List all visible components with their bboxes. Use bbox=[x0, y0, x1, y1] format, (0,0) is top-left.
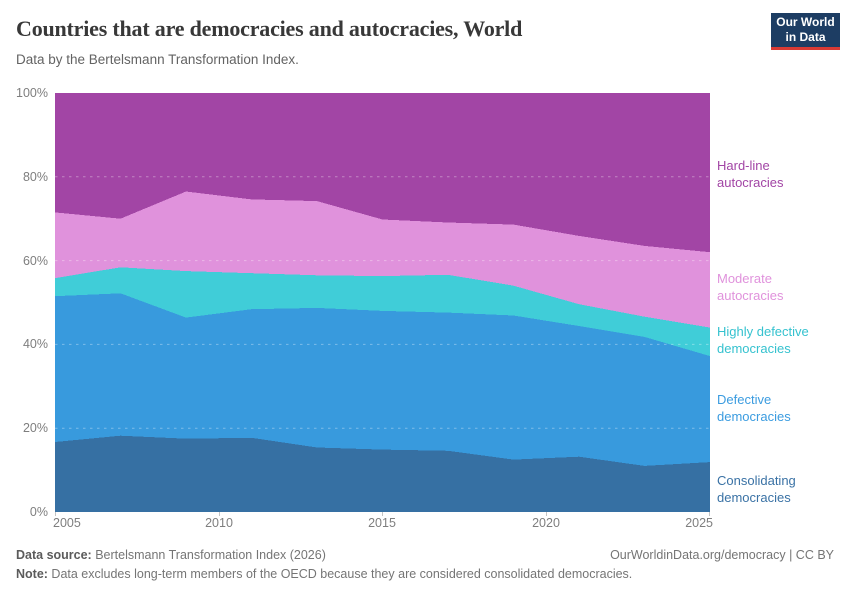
legend-item-hard-line-autocracies[interactable]: Hard-line autocracies bbox=[717, 158, 784, 190]
legend-item-highly-defective-democracies[interactable]: Highly defective democracies bbox=[717, 324, 809, 356]
footer-attribution-link[interactable]: OurWorldinData.org/democracy | CC BY bbox=[610, 548, 834, 562]
y-axis-label-60: 60% bbox=[22, 254, 48, 268]
page-subtitle: Data by the Bertelsmann Transformation I… bbox=[16, 52, 299, 67]
x-axis-tick bbox=[709, 512, 710, 516]
footer-note-text: Data excludes long-term members of the O… bbox=[47, 567, 633, 581]
footer-note-label: Note: bbox=[16, 567, 48, 581]
y-axis-label-100: 100% bbox=[16, 86, 48, 100]
x-axis-tick bbox=[55, 512, 56, 516]
x-axis-tick bbox=[382, 512, 383, 516]
footer-note-line: Note: Data excludes long-term members of… bbox=[16, 567, 834, 581]
x-axis-label-2015: 2015 bbox=[368, 516, 396, 530]
owid-logo-line2: in Data bbox=[785, 29, 826, 44]
x-axis-label-2005: 2005 bbox=[53, 516, 81, 530]
x-axis-tick bbox=[219, 512, 220, 516]
x-axis-label-2010: 2010 bbox=[205, 516, 233, 530]
footer-source-line: Data source: Bertelsmann Transformation … bbox=[16, 548, 834, 562]
footer-source-text: Bertelsmann Transformation Index (2026) bbox=[91, 548, 326, 562]
stacked-area-plot[interactable] bbox=[55, 93, 710, 512]
x-axis-label-2025: 2025 bbox=[685, 516, 713, 530]
owid-logo[interactable]: Our World in Data bbox=[771, 13, 840, 50]
owid-logo-accent-bar bbox=[771, 46, 840, 50]
y-axis-label-40: 40% bbox=[22, 337, 48, 351]
owid-logo-line1: Our World bbox=[776, 15, 835, 30]
y-axis-label-0: 0% bbox=[29, 505, 48, 519]
x-axis-tick bbox=[546, 512, 547, 516]
legend-item-defective-democracies[interactable]: Defective democracies bbox=[717, 392, 791, 424]
x-axis-label-2020: 2020 bbox=[532, 516, 560, 530]
legend-item-consolidating-democracies[interactable]: Consolidating democracies bbox=[717, 473, 796, 505]
page-title: Countries that are democracies and autoc… bbox=[16, 16, 523, 41]
footer-source: Data source: Bertelsmann Transformation … bbox=[16, 548, 326, 562]
footer-source-label: Data source: bbox=[16, 548, 92, 562]
legend-item-moderate-autocracies[interactable]: Moderate autocracies bbox=[717, 271, 784, 303]
y-axis-label-20: 20% bbox=[22, 421, 48, 435]
owid-logo-box: Our World in Data bbox=[771, 13, 840, 47]
y-axis-label-80: 80% bbox=[22, 170, 48, 184]
